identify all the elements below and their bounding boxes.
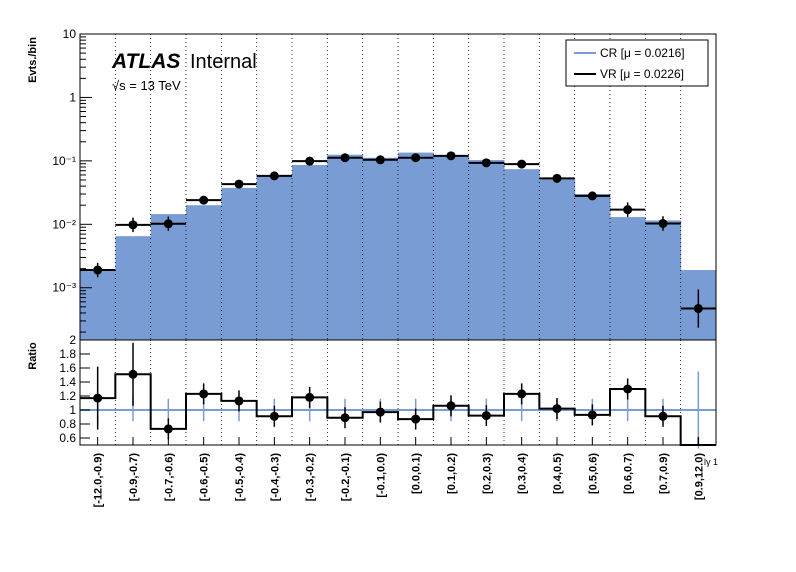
cr-bar [574, 194, 611, 340]
cr-bar [362, 157, 399, 340]
y-tick-label: 10⁻³ [52, 281, 76, 295]
x-tick-label: [0.2,0.3) [481, 453, 493, 494]
ratio-point [128, 369, 138, 379]
ratio-tick-label: 1.6 [59, 361, 76, 375]
cr-bar [292, 165, 328, 340]
x-tick-label: [0.4,0.5) [552, 453, 564, 494]
cr-bar [256, 175, 293, 340]
ratio-point [623, 384, 633, 394]
x-tick-label: [-0.9,-0.7) [128, 453, 140, 502]
ratio-point [375, 407, 385, 417]
ratio-point [199, 389, 209, 399]
vr-point [411, 153, 421, 163]
vr-point [481, 158, 491, 168]
x-axis-title: lγ 1 [704, 457, 718, 467]
x-tick-label: [0.3,0.4) [517, 453, 529, 494]
cr-bar [433, 156, 470, 340]
vr-point [587, 191, 597, 201]
vr-point [269, 171, 279, 181]
legend: CR [μ = 0.0216] VR [μ = 0.0226] [565, 39, 709, 87]
main-panel: 10⁻³ 10⁻² 10⁻¹ 1 10 [52, 27, 717, 341]
ratio-step-line [80, 373, 716, 446]
x-tick-label: [-0.1,0.0) [375, 453, 387, 498]
ratio-point [587, 410, 597, 420]
legend-entry-cr: CR [μ = 0.0216] [600, 46, 685, 60]
vr-point [305, 156, 315, 166]
vr-point [93, 265, 103, 275]
ratio-frame [79, 339, 717, 446]
ratio-point [481, 411, 491, 421]
x-tick-label: [-0.4,-0.3) [269, 453, 281, 502]
x-tick-label: [0.1,0.2) [446, 453, 458, 494]
x-tick-label: [0.6,0.7) [623, 453, 635, 494]
y-tick-label: 10 [63, 27, 77, 41]
x-tick-label: [-12.0,-0.9) [93, 453, 105, 508]
vr-point [517, 159, 527, 169]
cr-bar [504, 169, 540, 340]
ratio-point [93, 393, 103, 403]
ratio-panel: 0.60.811.21.41.61.82 [59, 333, 717, 449]
x-tick-label: [0.7,0.9) [658, 453, 670, 494]
ratio-point [269, 411, 279, 421]
vr-point [234, 179, 244, 189]
atlas-label: ATLAS [111, 50, 180, 73]
category-labels: [-12.0,-0.9) [-0.9,-0.7) [-0.7,-0.6) [-0.6,… [93, 437, 705, 508]
x-tick-label: [0.5,0.6) [587, 453, 599, 494]
cr-bar [610, 217, 646, 340]
cr-bar [221, 187, 258, 340]
ratio-point [517, 389, 527, 399]
ratio-tick-label: 2 [69, 333, 76, 347]
ratio-tick-label: 1.8 [59, 347, 76, 361]
vr-point [163, 219, 173, 229]
x-tick-label: [-0.7,-0.6) [163, 453, 175, 502]
x-tick-label: [-0.2,-0.1) [340, 453, 352, 502]
cr-bar [80, 270, 116, 340]
vr-point [128, 220, 138, 230]
ratio-point [340, 413, 350, 423]
cr-bar [645, 220, 682, 340]
ratio-point [411, 414, 421, 424]
cr-bar [186, 205, 222, 340]
cr-bar [327, 154, 364, 340]
ratio-tick-label: 1 [69, 403, 76, 417]
ratio-point [163, 424, 173, 434]
x-tick-label: [-0.3,-0.2) [305, 453, 317, 502]
vr-point [658, 218, 668, 228]
ratio-tick-label: 1.4 [59, 375, 76, 389]
x-tick-label: [0.9,12.0) [693, 453, 705, 500]
y-tick-label: 10⁻² [52, 217, 76, 231]
ratio-point [234, 396, 244, 406]
cr-bar [539, 177, 576, 340]
vr-point [552, 173, 562, 183]
ratio-axis-title: Ratio [27, 342, 39, 370]
ratio-point [446, 401, 456, 411]
x-tick-label: [-0.5,-0.4) [234, 453, 246, 502]
ratio-tick-label: 0.6 [59, 431, 76, 445]
cr-bar [468, 160, 505, 340]
vr-point [446, 151, 456, 161]
x-tick-label: [-0.6,-0.5) [199, 453, 211, 502]
ratio-point [552, 404, 562, 414]
energy-label: √s = 13 TeV [112, 78, 181, 93]
cr-bar [150, 214, 187, 340]
ratio-tick-label: 0.8 [59, 417, 76, 431]
vr-point [199, 195, 209, 205]
y-tick-label: 10⁻¹ [52, 154, 76, 168]
vr-point [623, 205, 633, 215]
y-axis-title: Evts./bin [27, 37, 39, 83]
vr-point [693, 304, 703, 314]
cr-bar [115, 236, 152, 340]
internal-label: Internal [190, 51, 257, 73]
vr-point [340, 153, 350, 163]
y-tick-label: 1 [69, 90, 76, 104]
ratio-point [658, 411, 668, 421]
ratio-point [305, 392, 315, 402]
x-tick-label: [0.0,0.1) [411, 453, 423, 494]
vr-point [375, 155, 385, 165]
ratio-tick-label: 1.2 [59, 389, 76, 403]
legend-entry-vr: VR [μ = 0.0226] [600, 67, 684, 81]
cr-bar [398, 152, 434, 340]
